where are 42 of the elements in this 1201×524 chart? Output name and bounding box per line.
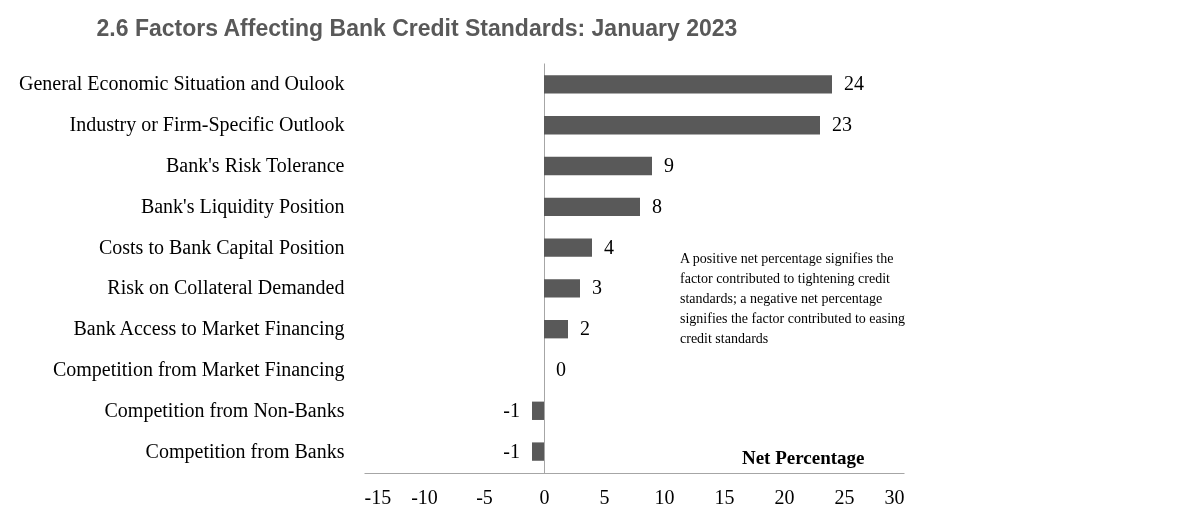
x-tick-label: 0 [539,485,550,508]
x-tick-label: 10 [654,485,675,508]
x-tick-label: 30 [884,485,905,508]
annotation: A positive net percentage signifies the factor contributed to tightening credit standards; a negative net percentage signifies the factor contributed to easing credit standards [680,251,906,346]
bar [544,197,640,216]
y-tick-label: Risk on Collateral Demanded [107,276,345,299]
x-tick-label: 20 [774,485,795,508]
y-tick-label: Industry or Firm-Specific Outlook [69,113,345,137]
data-label: 2 [580,317,590,340]
x-axis-title: Net Percentage [741,446,865,468]
y-tick-label: Bank's Liquidity Position [140,194,345,218]
y-tick-label: Competition from Non-Banks [104,398,345,422]
data-label: 24 [844,72,864,95]
chart-title: 2.6 Factors Affecting Bank Credit Standards: January 2023 [96,15,738,41]
data-label: -1 [503,398,520,421]
bar [544,238,592,257]
y-tick-label: Bank Access to Market Financing [73,317,345,341]
bar [544,116,820,135]
y-tick-label: Costs to Bank Capital Position [98,235,345,259]
bar [544,75,832,94]
bar [544,279,580,298]
data-label: 3 [592,276,602,299]
x-tick-label: -15 [364,485,392,508]
data-label: 4 [604,235,614,258]
y-tick-label: General Economic Situation and Oulook [19,72,345,95]
y-tick-label: Bank's Risk Tolerance [166,154,345,177]
bar [544,156,652,176]
data-label: 23 [832,113,852,136]
x-tick-label: -10 [411,485,438,508]
x-tick-label: 15 [714,485,735,508]
data-label: -1 [503,439,520,462]
x-tick-label: -5 [476,485,493,508]
data-label: 8 [652,194,662,217]
bar [532,401,544,420]
x-tick-label: 5 [599,485,610,508]
data-label: 9 [664,154,674,177]
data-label: 0 [556,357,566,380]
bar [544,320,568,339]
x-tick-label: 25 [834,485,855,508]
y-tick-label: Competition from Market Financing [52,357,345,381]
bar [532,442,544,461]
y-tick-label: Competition from Banks [145,439,345,463]
